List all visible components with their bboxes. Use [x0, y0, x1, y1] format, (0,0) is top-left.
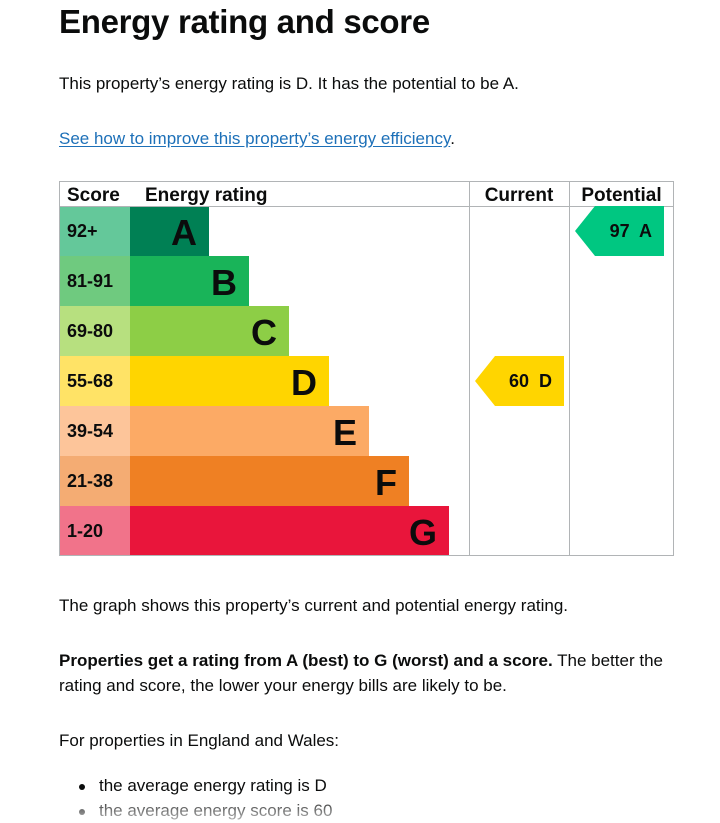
rating-summary: This property’s energy rating is D. It h… — [59, 74, 519, 93]
rating-letter-e: E — [333, 412, 357, 453]
averages-list: the average energy rating is D the avera… — [59, 773, 332, 823]
rating-bar-f — [130, 456, 409, 506]
score-range-a: 92+ — [67, 221, 98, 241]
score-cell-e — [59, 406, 130, 456]
rating-letter-c: C — [251, 312, 277, 353]
improve-link-paragraph: See how to improve this property’s energ… — [59, 126, 455, 151]
rating-letter-a: A — [171, 212, 197, 253]
score-cell-c — [59, 306, 130, 356]
graph-caption: The graph shows this property’s current … — [59, 596, 569, 615]
score-cell-b — [59, 256, 130, 306]
current-rating-arrow — [475, 356, 564, 406]
energy-rating-chart: Score Energy rating Current Potential 92+ A 81… — [59, 181, 674, 556]
header-energy-rating: Energy rating — [145, 185, 267, 206]
rating-letter-d: D — [291, 362, 317, 403]
ratings-explanation: Properties get a rating from A (best) to… — [59, 648, 679, 698]
ratings-explanation-bold: Properties get a rating from A (best) to… — [59, 651, 553, 670]
england-wales-intro: For properties in England and Wales: — [59, 731, 340, 750]
rating-letter-g: G — [409, 512, 437, 553]
score-range-g: 1-20 — [67, 521, 103, 541]
rating-bar-g — [130, 506, 449, 556]
ratings-explanation-rest: The better the rating and score, the low… — [59, 651, 663, 695]
score-range-b: 81-91 — [67, 271, 113, 291]
link-suffix: . — [450, 129, 455, 148]
header-current: Current — [485, 185, 554, 206]
current-rating-label: 60 D — [509, 371, 552, 391]
rating-bar-b — [130, 256, 249, 306]
score-cell-f — [59, 456, 130, 506]
rating-bar-c — [130, 306, 289, 356]
score-cell-a — [59, 206, 130, 256]
header-potential: Potential — [581, 185, 661, 206]
score-cell-d — [59, 356, 130, 406]
score-cell-g — [59, 506, 130, 556]
rating-letter-f: F — [375, 462, 397, 503]
score-range-f: 21-38 — [67, 471, 113, 491]
potential-rating-arrow — [575, 206, 664, 256]
score-range-e: 39-54 — [67, 421, 113, 441]
potential-rating-label: 97 A — [610, 221, 652, 241]
average-score-item: the average energy score is 60 — [59, 798, 332, 823]
score-range-d: 55-68 — [67, 371, 113, 391]
rating-bar-d — [130, 356, 329, 406]
rating-letter-b: B — [211, 262, 237, 303]
rating-bar-a — [130, 206, 209, 256]
average-rating-item: the average energy rating is D — [59, 773, 332, 798]
header-score: Score — [67, 185, 120, 206]
improve-efficiency-link[interactable]: See how to improve this property’s energ… — [59, 129, 451, 148]
page-title: Energy rating and score — [59, 3, 430, 40]
rating-bar-e — [130, 406, 369, 456]
chart-border — [59, 181, 674, 556]
score-range-c: 69-80 — [67, 321, 113, 341]
